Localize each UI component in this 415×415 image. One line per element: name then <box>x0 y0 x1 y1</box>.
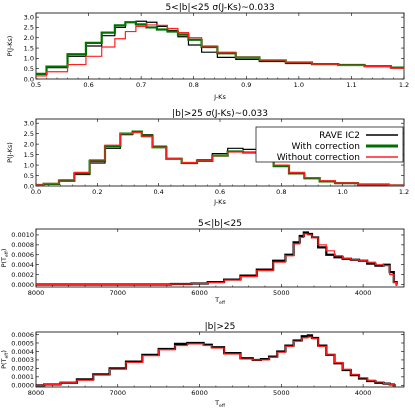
x-tick-label: 0.7 <box>136 81 146 89</box>
legend-label: Without correction <box>277 153 360 163</box>
series-line-3 <box>36 24 404 77</box>
y-tick-label: 0.0006 <box>11 251 34 259</box>
x-tick-label: 7000 <box>110 289 127 297</box>
x-tick-label: 5000 <box>273 389 290 397</box>
x-tick-label: 8000 <box>28 389 45 397</box>
x-tick-label: 0.4 <box>153 188 163 196</box>
x-axis-label: J-Ks <box>213 93 226 101</box>
chart-title: |b|>25 <box>205 322 236 332</box>
x-axis-label: J-Ks <box>213 198 226 206</box>
legend-label: RAVE IC2 <box>319 131 360 141</box>
x-tick-label: 4000 <box>355 289 372 297</box>
y-tick-label: 2.5 <box>24 130 34 138</box>
x-axis-label-main: T <box>214 296 219 304</box>
series-line-2 <box>36 336 396 386</box>
y-tick-label: 2.5 <box>24 24 34 32</box>
series-line-1 <box>36 334 396 387</box>
x-tick-label: 0.6 <box>215 188 225 196</box>
x-axis-label-main: T <box>214 399 219 407</box>
x-tick-label: 1.0 <box>337 188 347 196</box>
y-axis-label-sub: eff <box>4 250 10 257</box>
x-tick-label: 0.9 <box>241 81 251 89</box>
y-axis-label-close: ) <box>0 249 8 252</box>
x-tick-label: 6000 <box>191 289 208 297</box>
y-axis-label: P(J-Ks) <box>6 142 14 163</box>
y-axis-label-sub: eff <box>4 352 10 359</box>
y-tick-label: 0.0002 <box>11 271 34 279</box>
y-tick-label: 2.0 <box>24 34 34 42</box>
plot-frame <box>35 331 405 388</box>
x-tick-label: 0.0 <box>31 188 41 196</box>
y-tick-label: 1.5 <box>24 151 34 159</box>
y-tick-label: 0.0002 <box>11 365 34 373</box>
y-tick-label: 2.0 <box>24 140 34 148</box>
x-tick-label: 0.2 <box>92 188 102 196</box>
y-tick-label: 0.0008 <box>11 241 34 249</box>
y-tick-label: 0.0 <box>24 182 34 190</box>
y-tick-label: 0.0003 <box>11 356 34 364</box>
x-axis-label: Teff <box>214 296 226 306</box>
x-tick-label: 5000 <box>273 289 290 297</box>
panel-1: 5<|b|<25 σ(J-Ks)~0.033 0.5 0.6 0.7 0.8 0.9 1.0… <box>6 3 409 101</box>
panel-2: |b|>25 σ(J-Ks)~0.033 0.0 0.2 0.4 0.6 0.8 1.0 1.… <box>6 109 409 206</box>
y-tick-label: 0.0010 <box>11 231 34 239</box>
x-tick-label: 1.2 <box>399 81 409 89</box>
x-tick-label: 6000 <box>191 389 208 397</box>
y-axis-label: P(J-Ks) <box>6 36 14 57</box>
series-line-2 <box>36 233 398 286</box>
x-axis-label-sub: eff <box>219 300 226 306</box>
x-tick-label: 4000 <box>355 389 372 397</box>
series-line-3 <box>36 132 404 186</box>
legend-label: With correction <box>291 142 360 152</box>
x-tick-label: 0.6 <box>83 81 93 89</box>
y-tick-label: 0.0000 <box>11 281 34 289</box>
y-tick-label: 0.0001 <box>11 373 34 381</box>
x-axis-label: Teff <box>214 399 226 409</box>
y-tick-label: 0.0000 <box>11 382 34 390</box>
x-tick-label: 1.2 <box>399 188 409 196</box>
y-tick-label: 0.5 <box>24 172 34 180</box>
y-tick-label: 0.0006 <box>11 331 34 339</box>
x-tick-label: 0.5 <box>31 81 41 89</box>
y-tick-label: 0.0 <box>24 75 34 83</box>
plot-frame <box>35 12 405 80</box>
y-tick-label: 3.0 <box>24 13 34 21</box>
y-axis-label: P(Teff) <box>0 350 10 369</box>
x-tick-label: 0.8 <box>276 188 286 196</box>
panel-3: 5<|b|<25 8000 7000 6000 5000 4000 0.0000 0.0002… <box>0 219 405 306</box>
chart-title: |b|>25 σ(J-Ks)~0.033 <box>172 109 268 119</box>
y-tick-label: 1.0 <box>24 55 34 63</box>
y-axis-label: P(Teff) <box>0 249 10 268</box>
y-tick-label: 0.5 <box>24 65 34 73</box>
y-tick-label: 0.0004 <box>11 348 34 356</box>
x-axis-label-sub: eff <box>219 403 226 409</box>
y-axis-label-main: P(T <box>0 257 8 267</box>
x-tick-label: 7000 <box>110 389 127 397</box>
y-axis-label-close: ) <box>0 350 8 353</box>
y-axis-label-main: P(T <box>0 358 8 368</box>
x-tick-label: 1.0 <box>294 81 304 89</box>
chart-title: 5<|b|<25 <box>198 219 242 229</box>
x-tick-label: 1.1 <box>346 81 356 89</box>
x-tick-label: 8000 <box>28 289 45 297</box>
y-tick-label: 0.0004 <box>11 261 34 269</box>
series-line-2 <box>36 21 404 75</box>
y-tick-label: 1.0 <box>24 161 34 169</box>
y-tick-label: 0.0005 <box>11 339 34 347</box>
x-tick-label: 0.8 <box>189 81 199 89</box>
chart-title: 5<|b|<25 σ(J-Ks)~0.033 <box>165 3 274 13</box>
y-tick-label: 3.0 <box>24 119 34 127</box>
y-tick-label: 1.5 <box>24 44 34 52</box>
plot-frame <box>35 228 405 288</box>
